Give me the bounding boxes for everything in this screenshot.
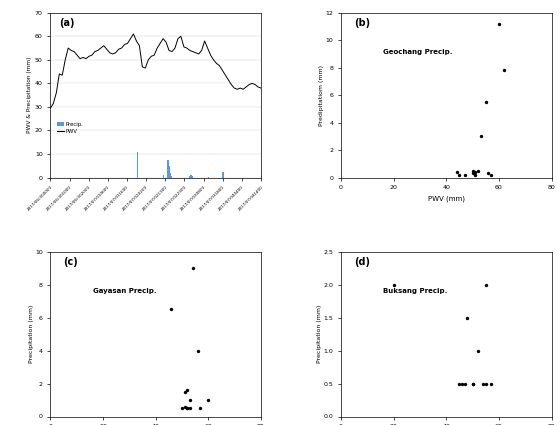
Point [180, 388, 189, 395]
Point [183, 405, 192, 412]
Bar [163, 175, 164, 178]
Point [204, 397, 213, 403]
Bar [169, 173, 171, 178]
Point [455, 380, 464, 387]
Bar [137, 152, 138, 178]
Bar [208, 177, 209, 178]
Y-axis label: PWV & Precipitation (mm): PWV & Precipitation (mm) [27, 57, 32, 133]
Point [460, 171, 469, 178]
Point [500, 67, 508, 74]
Point [452, 169, 461, 176]
Point [180, 403, 189, 410]
Point [479, 380, 488, 387]
Bar [192, 176, 193, 178]
Bar [189, 176, 190, 178]
Point [484, 170, 493, 177]
Point [188, 265, 197, 272]
Point [473, 167, 482, 174]
Point [481, 281, 490, 288]
Point [487, 380, 496, 387]
Bar [222, 172, 223, 178]
Bar [169, 166, 170, 178]
Point [193, 347, 202, 354]
Text: Buksang Precip.: Buksang Precip. [383, 288, 447, 294]
Y-axis label: Precipitation (mm): Precipitation (mm) [29, 305, 34, 363]
Point [463, 314, 472, 321]
Point [476, 133, 485, 140]
Point [471, 172, 480, 179]
Point [481, 380, 490, 387]
Point [468, 380, 477, 387]
Point [468, 380, 477, 387]
Point [185, 397, 194, 403]
Text: (d): (d) [354, 257, 370, 266]
Point [183, 405, 192, 412]
Bar [190, 175, 192, 178]
Legend: Precip., PWV: Precip., PWV [57, 122, 83, 134]
Point [458, 380, 466, 387]
Point [487, 171, 496, 178]
Point [473, 347, 482, 354]
Text: (c): (c) [63, 257, 78, 266]
Point [178, 405, 186, 412]
Point [468, 170, 477, 177]
Bar [167, 160, 169, 178]
Text: (b): (b) [354, 18, 370, 28]
Bar [171, 176, 172, 178]
Point [167, 306, 176, 313]
Text: (a): (a) [59, 18, 74, 28]
Point [481, 99, 490, 105]
Y-axis label: Predipitatiom (mm): Predipitatiom (mm) [319, 65, 324, 126]
Y-axis label: Precipitation (mm): Precipitation (mm) [317, 305, 322, 363]
Text: Geochang Precip.: Geochang Precip. [383, 49, 452, 55]
Point [471, 169, 480, 176]
Point [196, 405, 205, 412]
Point [389, 281, 398, 288]
Point [185, 405, 194, 412]
X-axis label: PWV (mm): PWV (mm) [428, 196, 465, 202]
Point [183, 387, 192, 394]
Point [460, 380, 469, 387]
Point [468, 167, 477, 174]
Point [455, 171, 464, 178]
Point [494, 20, 503, 27]
Text: Gayasan Precip.: Gayasan Precip. [92, 288, 156, 294]
